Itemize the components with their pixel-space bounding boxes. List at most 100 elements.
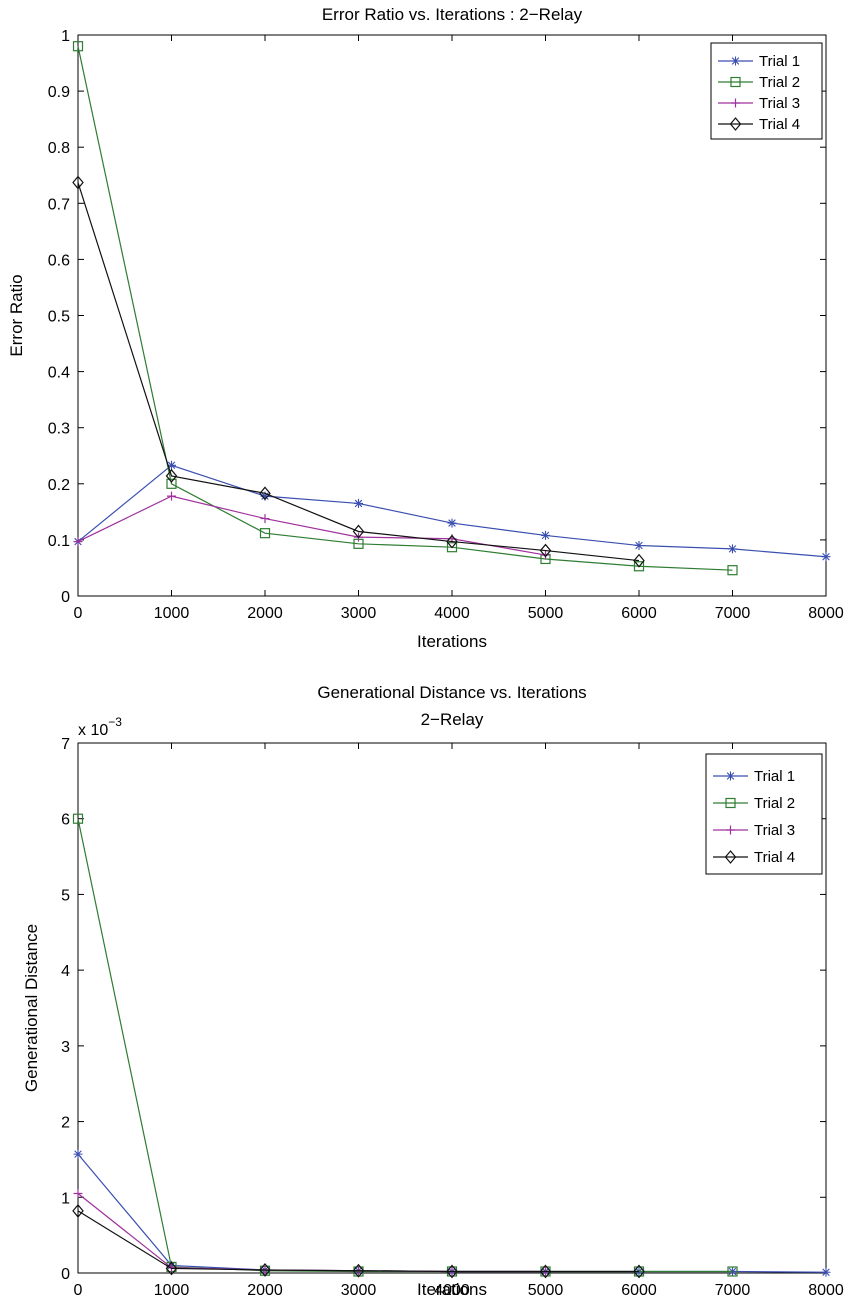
data-point (728, 544, 737, 554)
y-tick-label: 1 (61, 1190, 70, 1207)
data-point (541, 530, 550, 540)
data-point (259, 528, 271, 539)
data-point (260, 491, 270, 501)
series-trial-2 (72, 813, 738, 1277)
data-point (73, 1189, 83, 1198)
x-tick-label: 0 (74, 1282, 83, 1298)
y-tick-label: 0.5 (48, 309, 70, 326)
data-point (72, 1203, 84, 1218)
series-trial-3 (73, 491, 550, 560)
legend-marker (725, 797, 736, 809)
series-trial-1 (73, 1149, 831, 1277)
x-tick-label: 8000 (808, 605, 844, 622)
y-axis-label: Error Ratio (7, 274, 26, 356)
legend-label: Trial 1 (759, 53, 800, 70)
legend-item: Trial 3 (718, 95, 800, 112)
legend: Trial 1 Trial 2 Trial 3 Trial 4 (705, 753, 823, 875)
data-point (352, 524, 365, 539)
y-axis-label: Generational Distance (22, 924, 41, 1092)
legend-label: Trial 2 (759, 74, 800, 91)
x-tick-label: 2000 (247, 1282, 283, 1298)
series-trial-4 (72, 175, 645, 568)
x-tick-label: 5000 (528, 605, 564, 622)
series-line (77, 495, 546, 556)
data-point (727, 565, 738, 576)
chart-1: Error Ratio vs. Iterations : 2−Relay 0 1 0 0… (7, 5, 844, 651)
series-line (77, 818, 733, 1273)
data-point (72, 41, 84, 52)
data-point (259, 486, 271, 501)
data-point (73, 537, 83, 547)
data-point (447, 518, 457, 528)
legend-label: Trial 4 (759, 116, 800, 133)
x-tick-label: 0 (74, 605, 83, 622)
legend-label: Trial 1 (754, 768, 795, 785)
y-multiplier-base: x 10 (78, 722, 108, 739)
y-tick-label: 5 (61, 887, 70, 904)
series-trial-4 (72, 1203, 645, 1279)
x-tick-label: 8000 (808, 1282, 844, 1298)
y-tick-label: 0 (61, 1266, 70, 1283)
chart-2: Generational Distance vs. Iterations 2−Re… (22, 683, 844, 1298)
y-tick-label: 0.4 (48, 365, 70, 382)
legend-label: Trial 4 (754, 849, 795, 866)
x-tick-label: 4000 (434, 605, 470, 622)
data-point (259, 1263, 271, 1277)
legend-marker (730, 76, 741, 88)
x-tick-label: 6000 (621, 605, 657, 622)
chart-title: Error Ratio vs. Iterations : 2−Relay (322, 5, 583, 24)
x-tick-label: 2000 (247, 605, 283, 622)
x-tick-label: 3000 (341, 605, 377, 622)
legend-marker (724, 850, 737, 864)
data-point (541, 550, 550, 560)
data-point (446, 1264, 458, 1279)
y-tick-label: 2 (61, 1115, 70, 1132)
chart-title: Generational Distance vs. Iterations (317, 683, 586, 702)
data-point (352, 1263, 365, 1278)
data-point (165, 469, 178, 483)
data-point (72, 175, 84, 190)
y-tick-label: 0.8 (48, 140, 70, 157)
legend-item: Trial 4 (718, 116, 800, 133)
x-tick-label: 7000 (715, 605, 751, 622)
legend-label: Trial 3 (754, 822, 795, 839)
legend-marker (731, 98, 740, 108)
data-point (165, 1261, 178, 1276)
y-tick-label: 0.6 (48, 252, 70, 269)
y-multiplier-label: x 10−3 (78, 715, 122, 739)
data-point (166, 478, 177, 489)
series-line (77, 46, 733, 571)
data-point (260, 514, 270, 524)
y-tick-label: 0.2 (48, 477, 70, 494)
legend-marker (729, 117, 742, 131)
x-tick-label: 6000 (621, 1282, 657, 1298)
data-point (73, 1149, 83, 1159)
data-point (539, 543, 552, 558)
data-point (446, 534, 458, 549)
x-axis-label: Iterations (417, 1280, 487, 1298)
data-point (634, 541, 644, 551)
data-point (72, 813, 84, 824)
data-point (821, 552, 831, 562)
series-trial-2 (72, 41, 738, 576)
y-tick-label: 7 (61, 736, 70, 753)
data-point (633, 553, 645, 568)
legend-marker (726, 825, 735, 835)
series-line (77, 1153, 827, 1273)
series-line (77, 182, 640, 562)
legend-marker (726, 771, 735, 781)
y-tick-label: 0 (61, 589, 70, 606)
legend-item: Trial 2 (718, 74, 800, 91)
x-tick-label: 7000 (715, 1282, 751, 1298)
data-point (727, 1266, 738, 1277)
y-tick-label: 0.1 (48, 533, 70, 550)
legend-item: Trial 1 (718, 53, 800, 70)
data-point (354, 498, 363, 508)
y-tick-label: 4 (61, 963, 70, 980)
series-trial-1 (73, 460, 831, 562)
y-tick-label: 0.3 (48, 421, 70, 438)
x-axis-label: Iterations (417, 632, 487, 651)
data-point (167, 460, 176, 470)
y-tick-label: 1 (61, 28, 70, 45)
legend-item: Trial 2 (713, 795, 795, 812)
